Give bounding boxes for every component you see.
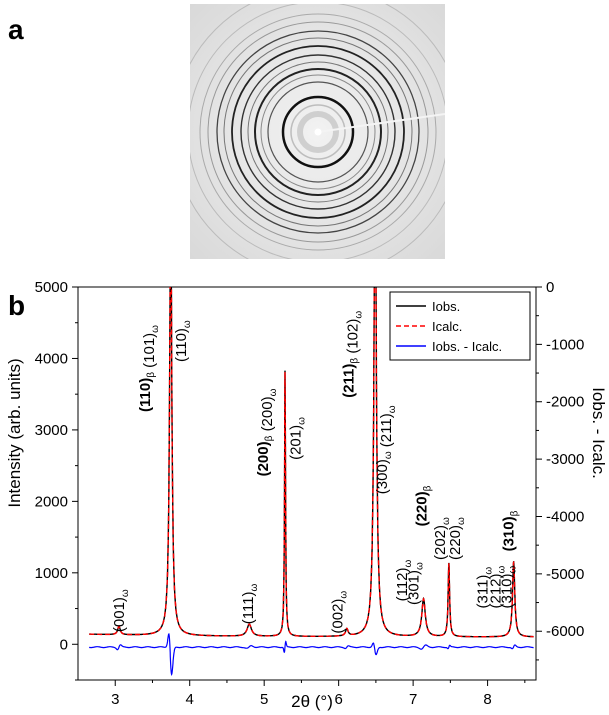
peak-annotation: (310)β [501,510,521,551]
peak-annotation: (200)β (200)ω [255,388,279,476]
peak-annotation: (111)ω [240,584,260,625]
y2-tick-label: 0 [546,279,554,296]
y-tick-label: 1000 [35,565,68,582]
peak-annotation: (220)β [414,485,434,526]
y-tick-label: 2000 [35,493,68,510]
plot-frame [77,286,537,681]
peak-annotation: (110)ω [173,320,193,362]
y2-tick-label: -5000 [546,566,584,583]
peak-annotation: (001)ω [111,589,131,632]
y2-tick-label: -3000 [546,451,584,468]
axis-ticks [72,286,542,686]
x-axis-label: 2θ (°) [291,692,333,711]
xrd-chart: 3 4 5 6 7 8 0 1000 2000 3000 4000 5000 0 -1000 -2000… [5,279,608,711]
plot-border [77,286,537,681]
panel-label-b: b [8,290,26,321]
y2-tick-label: -2000 [546,394,584,411]
series-diff-line [88,633,534,676]
diffraction-pattern-image [190,4,445,259]
legend: Iobs. Icalc. Iobs. - Icalc. [389,291,531,361]
y2-tick-label: -1000 [546,336,584,353]
legend-label: Iobs. [432,299,460,314]
series-calc-line [89,287,534,638]
peak-annotation: (311)ω [475,567,495,609]
peak-annotation: (112)ω [394,559,414,601]
y-tick-label: 3000 [35,422,68,439]
peak-annotation: (002)ω [329,591,349,634]
y-tick-labels: 0 1000 2000 3000 4000 5000 [35,279,68,653]
series-group [88,287,534,676]
peak-annotation: (220)ω [447,517,467,560]
y2-tick-labels: 0 -1000 -2000 -3000 -4000 -5000 -6000 [546,279,584,640]
peak-annotation: (201)ω [288,417,308,460]
y2-tick-label: -4000 [546,508,584,525]
x-tick-label: 7 [409,691,417,708]
y2-tick-label: -6000 [546,623,584,640]
x-tick-labels: 3 4 5 6 7 8 [111,691,492,708]
peak-annotation: (310)ω [498,565,518,608]
peak-annotations: (001)ω (110)β (101)ω (110)ω (111)ω (200)β (2… [111,311,521,634]
legend-label: Icalc. [432,319,462,334]
y-tick-label: 0 [60,636,68,653]
legend-label: Iobs. - Icalc. [432,339,502,354]
x-tick-label: 5 [260,691,268,708]
x-tick-label: 6 [334,691,342,708]
data-lines [88,287,534,676]
peak-annotation: (301)ω [405,562,425,605]
y-tick-label: 5000 [35,279,68,296]
y-axis-label: Intensity (arb. units) [5,358,24,507]
y-tick-label: 4000 [35,350,68,367]
peak-annotation: (212)ω [487,565,507,608]
y2-axis-label: Iobs. - Icalc. [589,387,608,479]
x-tick-label: 4 [186,691,194,708]
panel-label-a: a [8,14,24,45]
x-tick-label: 8 [483,691,491,708]
peak-annotation: (300)ω (211)ω [374,405,398,494]
peak-annotation: (211)β (102)ω [341,311,365,398]
x-tick-label: 3 [111,691,119,708]
peak-annotation: (202)ω [432,517,452,560]
peak-annotation: (110)β (101)ω [137,325,161,412]
